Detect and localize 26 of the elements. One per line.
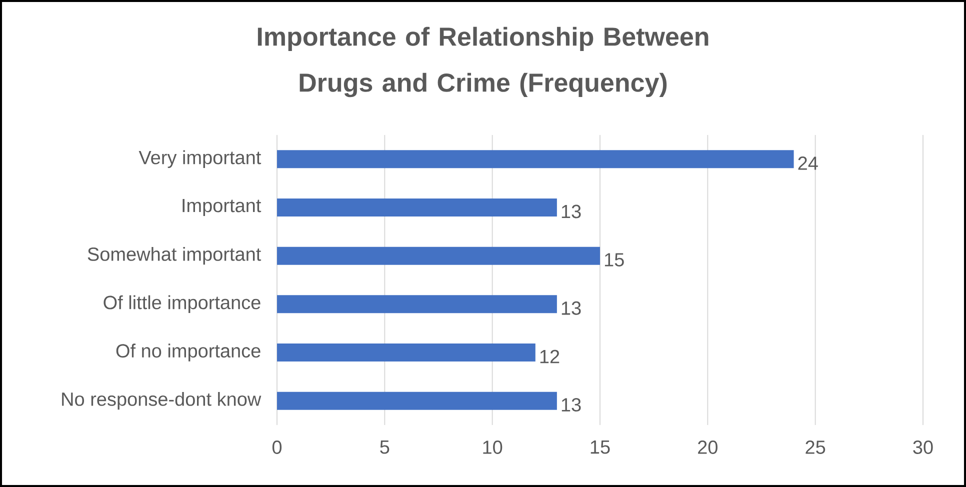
x-tick-label: 5	[380, 440, 390, 454]
bar	[277, 198, 557, 216]
y-tick-label: Somewhat important	[88, 246, 262, 265]
y-tick-label: Of no importance	[116, 344, 260, 362]
bar	[277, 246, 600, 265]
data-label: 12	[540, 350, 560, 364]
data-label: 13	[562, 301, 581, 315]
bar	[277, 343, 536, 362]
x-tick-label: 20	[698, 440, 718, 454]
x-tick-label: 10	[483, 440, 502, 454]
data-label: 24	[798, 156, 818, 170]
chart-title: Importance of Relationship Between Drugs and Crime (Frequency)	[258, 26, 708, 98]
bar	[277, 295, 557, 314]
y-tick-label: No response-dont know	[62, 392, 262, 410]
data-label: 13	[562, 204, 581, 218]
data-label: 15	[604, 253, 624, 266]
bar	[277, 150, 794, 168]
x-tick-label: 25	[806, 440, 826, 454]
y-tick-label: Important	[182, 198, 262, 216]
data-label: 13	[562, 398, 581, 412]
x-tick-label: 15	[590, 440, 610, 454]
y-tick-label: Very important	[138, 150, 262, 168]
y-tick-label: Of little importance	[104, 295, 260, 314]
x-tick-label: 0	[272, 440, 282, 454]
x-tick-label: 30	[913, 440, 933, 454]
bar	[277, 392, 557, 410]
